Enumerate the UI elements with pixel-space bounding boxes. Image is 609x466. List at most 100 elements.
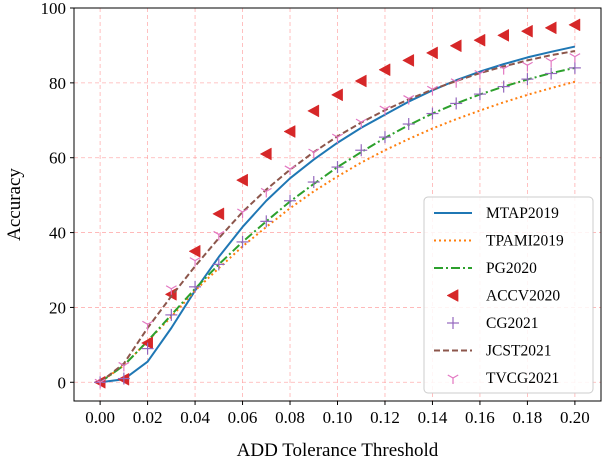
data-point-tvcg2021-c [123,361,130,366]
data-point-tvcg2021 [308,148,320,159]
data-point-cg2021 [378,131,391,144]
legend-entry-accv2020: ACCV2020 [446,288,560,305]
series-accv2020 [93,18,581,389]
legend-entry-pg2020: PG2020 [434,260,537,277]
data-point-tvcg2021-c [171,285,177,290]
data-point-cg2021 [141,342,154,355]
data-point-cg2021 [165,308,178,321]
data-point-tvcg2021-b [498,65,504,70]
series-line-pg2020 [99,66,576,384]
data-point-tvcg2021 [94,378,106,389]
data-point-tvcg2021-b [521,61,528,66]
data-point-accv2020 [307,104,320,118]
data-point-tvcg2021 [521,61,533,72]
legend-swatch-tvcg2021 [447,374,459,384]
data-point-tvcg2021 [237,208,249,218]
x-tick-label: 0.06 [228,408,258,427]
data-point-cg2021 [568,61,581,74]
data-point-tvcg2021 [284,165,296,175]
data-point-cg2021 [521,73,534,86]
data-point-tvcg2021-b [284,165,291,170]
data-point-tvcg2021-c [550,57,557,62]
data-point-cg2021 [331,161,344,174]
y-tick-label: 80 [49,74,66,93]
data-point-tvcg2021-c [527,61,533,66]
x-tick-label: 0.08 [275,408,305,427]
series-layer [93,18,581,389]
data-point-accv2020 [473,33,486,47]
data-point-tvcg2021 [142,320,154,331]
data-point-accv2020 [568,18,581,32]
legend-label-jcst2021: JCST2021 [486,343,551,360]
x-tick-label: 0.02 [133,408,163,427]
series-pg2020 [99,66,576,384]
data-point-tvcg2021 [260,187,272,198]
data-point-tvcg2021 [498,65,510,75]
x-tick-label: 0.16 [465,408,495,427]
data-point-tvcg2021-b [213,230,220,235]
data-point-cg2021 [212,258,225,271]
y-tick-label: 40 [49,224,66,243]
data-point-tvcg2021-b [237,208,243,213]
series-tpami2019 [99,80,576,384]
data-point-accv2020 [236,173,248,187]
data-point-tvcg2021 [331,133,344,144]
data-point-cg2021 [355,144,368,157]
x-tick-label: 0.20 [560,408,590,427]
data-point-tvcg2021-c [147,320,154,325]
data-point-tvcg2021-c [289,165,296,170]
series-cg2021 [94,61,581,389]
data-point-tvcg2021 [403,95,415,105]
data-point-accv2020 [520,24,533,38]
y-tick-label: 20 [49,298,66,317]
data-point-tvcg2021-b [165,285,172,290]
data-point-cg2021 [545,67,558,80]
legend-swatch-accv2020 [446,289,459,302]
data-point-tvcg2021-c [360,118,367,123]
data-point-accv2020 [330,88,343,102]
data-point-cg2021 [426,107,439,120]
data-point-tvcg2021-b [142,320,148,325]
data-point-tvcg2021 [379,105,391,116]
legend-entry-cg2021: CG2021 [447,315,539,332]
x-tick-label: 0.14 [418,408,448,427]
legend-entry-tvcg2021: TVCG2021 [447,370,559,387]
legend-label-cg2021: CG2021 [486,315,539,332]
data-point-cg2021 [497,80,510,93]
data-point-tvcg2021-b [308,148,315,153]
legend-label-accv2020: ACCV2020 [486,288,560,305]
data-point-tvcg2021-c [194,257,201,262]
axis-ticks: 0.00 0.02 0.04 0.06 0.08 0.10 0.12 0.14 0.16 0.18… [41,0,590,427]
legend-label-mtap2019: MTAP2019 [486,205,559,222]
x-tick-label: 0.18 [513,408,543,427]
series-jcst2021 [99,50,576,384]
data-point-tvcg2021-c [432,85,438,90]
data-point-cg2021 [260,215,273,228]
data-point-cg2021 [284,194,297,207]
data-point-accv2020 [544,21,557,35]
data-point-tvcg2021-c [384,105,391,110]
legend-entry-tpami2019: TPAMI2019 [434,233,564,250]
data-point-tvcg2021-c [99,378,106,383]
data-point-tvcg2021-c [479,69,486,75]
data-point-tvcg2021-b [450,78,457,83]
data-point-tvcg2021-b [118,361,125,366]
legend-swatch-tvcg2021-b [447,374,454,379]
legend-label-pg2020: PG2020 [486,260,537,277]
data-point-tvcg2021-c [242,208,249,213]
data-point-tvcg2021-b [545,57,552,62]
data-point-tvcg2021-c [408,95,415,100]
y-axis-label: Accuracy [4,168,25,241]
data-point-accv2020 [354,74,367,88]
data-point-tvcg2021 [545,57,557,68]
data-point-cg2021 [402,118,415,131]
y-tick-label: 60 [49,149,66,168]
data-point-tvcg2021 [355,118,367,129]
legend-swatch-cg2021 [447,317,459,329]
data-point-cg2021 [450,97,463,110]
x-axis-label: ADD Tolerance Threshold [237,440,439,461]
data-point-tvcg2021 [474,69,486,80]
legend-label-tvcg2021: TVCG2021 [486,370,559,387]
data-point-cg2021 [236,235,249,248]
